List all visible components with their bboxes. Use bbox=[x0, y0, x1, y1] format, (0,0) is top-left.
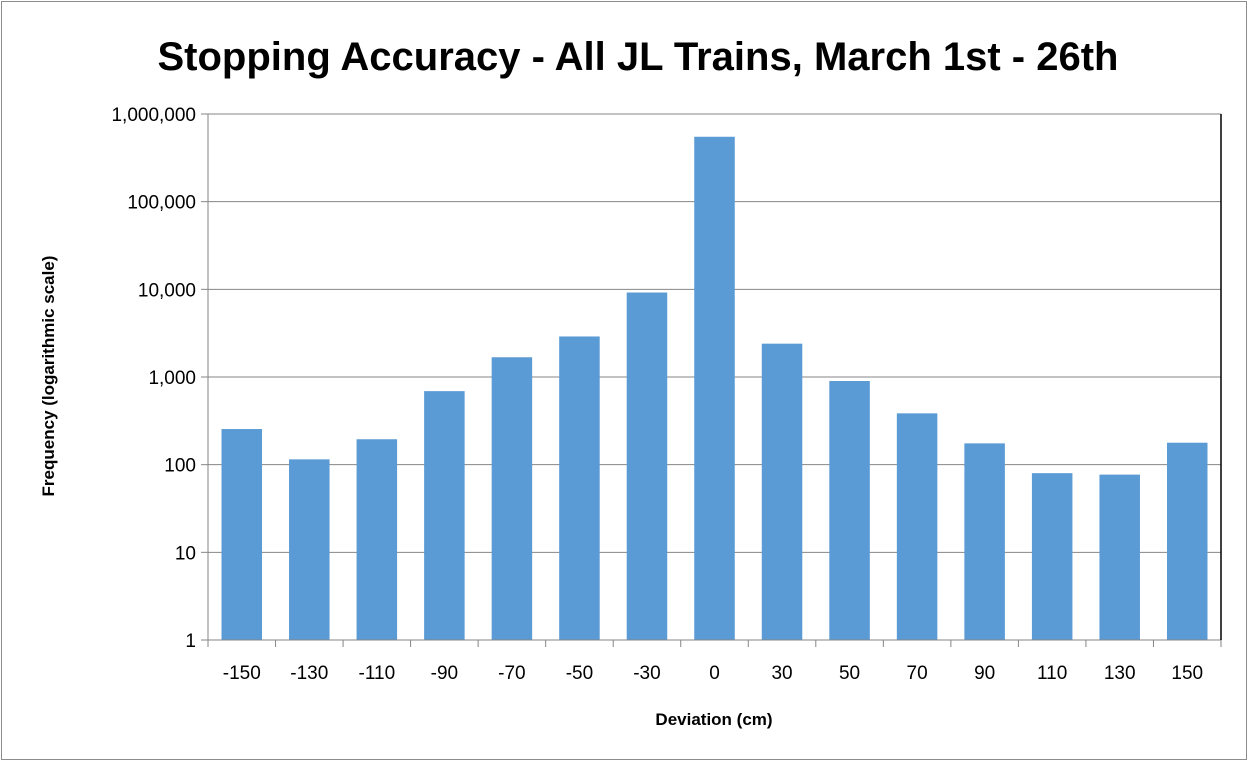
bar bbox=[1031, 473, 1073, 640]
x-tick-label: 150 bbox=[1171, 663, 1203, 684]
bar bbox=[896, 413, 938, 640]
y-tick-label: 10 bbox=[175, 543, 196, 564]
y-axis-title: Frequency (logarithmic scale) bbox=[39, 256, 58, 497]
x-tick-label: -70 bbox=[498, 663, 525, 684]
x-tick-label: -110 bbox=[359, 663, 396, 684]
x-tick-label: 30 bbox=[771, 663, 792, 684]
bar bbox=[694, 136, 735, 640]
x-tick-label: -50 bbox=[566, 663, 593, 684]
y-tick-label: 1,000,000 bbox=[111, 105, 196, 126]
bar bbox=[424, 391, 465, 640]
bars bbox=[221, 136, 1208, 640]
y-tick-label: 1 bbox=[185, 631, 196, 652]
x-tick-label: 90 bbox=[974, 663, 995, 684]
bar bbox=[1099, 474, 1140, 640]
y-tick-label: 100,000 bbox=[127, 193, 196, 214]
x-tick-label: -150 bbox=[223, 663, 261, 684]
bar bbox=[221, 429, 263, 640]
bar bbox=[491, 357, 533, 640]
x-tick-label: 130 bbox=[1104, 663, 1136, 684]
bar bbox=[829, 381, 870, 640]
y-tick-label: 100 bbox=[164, 456, 196, 477]
chart-title: Stopping Accuracy - All JL Trains, March… bbox=[158, 35, 1119, 79]
x-tick-labels: -150 -130 -110 -90 -70 -50 -30 0 30 50 70 90 110 130 1… bbox=[223, 663, 1203, 684]
bar bbox=[626, 292, 668, 640]
x-tick-label: 110 bbox=[1037, 663, 1067, 684]
bar bbox=[964, 443, 1005, 640]
y-tick-label: 1,000 bbox=[148, 368, 196, 389]
bar bbox=[289, 459, 330, 640]
bar bbox=[1166, 442, 1208, 640]
axes bbox=[201, 113, 1222, 647]
bar bbox=[761, 343, 803, 640]
y-tick-labels: 1 10 100 1,000 10,000 100,000 1,000,000 bbox=[111, 105, 196, 652]
x-tick-label: 70 bbox=[907, 663, 928, 684]
bar bbox=[559, 336, 600, 640]
y-tick-label: 10,000 bbox=[138, 280, 196, 301]
x-tick-label: -130 bbox=[290, 663, 328, 684]
x-tick-label: -90 bbox=[431, 663, 458, 684]
x-axis-title: Deviation (cm) bbox=[655, 710, 772, 729]
x-tick-label: -30 bbox=[633, 663, 660, 684]
bar bbox=[356, 439, 398, 640]
x-tick-label: 50 bbox=[839, 663, 860, 684]
x-tick-label: 0 bbox=[709, 663, 720, 684]
